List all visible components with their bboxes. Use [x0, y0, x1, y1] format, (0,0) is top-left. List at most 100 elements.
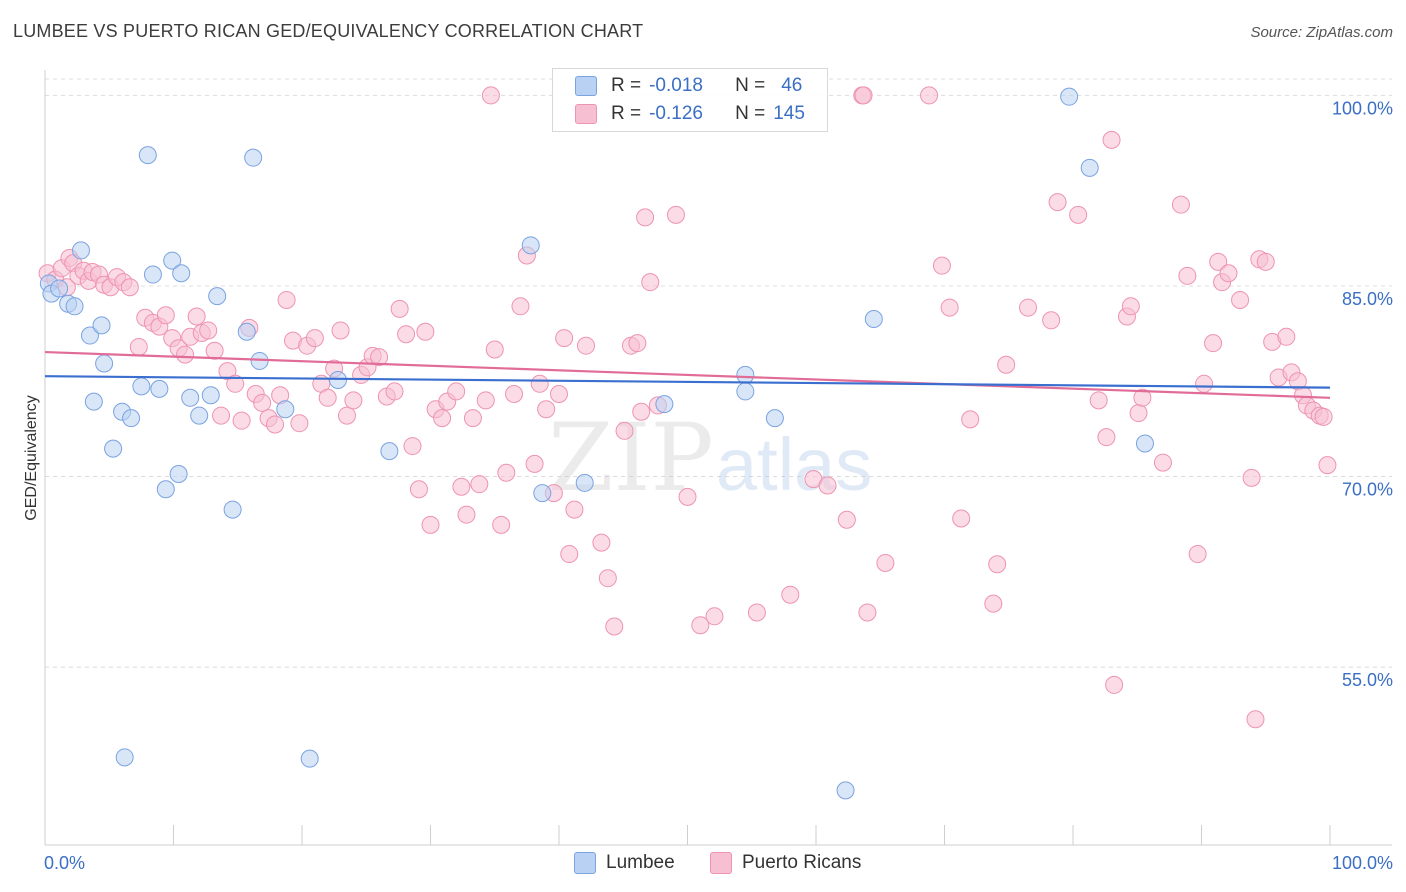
puerto-point: [636, 208, 655, 227]
puerto-point: [1314, 407, 1333, 426]
y-tick-label: 100.0%: [1332, 98, 1393, 118]
lumbee-point: [181, 388, 200, 407]
puerto-point: [156, 306, 175, 325]
puerto-point: [565, 500, 584, 519]
puerto-point: [1097, 428, 1116, 447]
lumbee-point: [208, 287, 227, 306]
lumbee-point: [201, 386, 220, 405]
puerto-point: [854, 86, 873, 105]
lumbee-point: [95, 354, 114, 373]
puerto-legend-label: Puerto Ricans: [742, 852, 862, 873]
puerto-point: [632, 402, 651, 421]
puerto-point: [457, 505, 476, 524]
x-tick-label-max: 100.0%: [1332, 853, 1393, 873]
bottom-legend-puerto: Puerto Ricans: [710, 852, 861, 874]
puerto-point: [1318, 456, 1337, 475]
puerto-point: [940, 298, 959, 317]
puerto-point: [615, 421, 634, 440]
watermark-atlas: atlas: [716, 423, 872, 506]
puerto-point: [452, 477, 471, 496]
y-tick-label: 55.0%: [1342, 670, 1393, 690]
puerto-point: [1209, 252, 1228, 271]
puerto-point: [1178, 266, 1197, 285]
puerto-point: [932, 256, 951, 275]
puerto-point: [318, 388, 337, 407]
lumbee-point: [169, 465, 188, 484]
puerto-point: [212, 406, 231, 425]
puerto-point: [818, 476, 837, 495]
lumbee-point: [163, 251, 182, 270]
correlation-legend: R = -0.018 N = 46 R = -0.126 N = 145: [552, 68, 828, 132]
lumbee-point: [80, 326, 99, 345]
puerto-point: [226, 374, 245, 393]
trend-lines: [44, 350, 1331, 399]
puerto-point: [560, 545, 579, 564]
puerto-point: [266, 415, 285, 434]
lumbee-legend-label: Lumbee: [606, 852, 675, 873]
puerto-point: [390, 299, 409, 318]
lumbee-point: [190, 406, 209, 425]
puerto-point: [1231, 290, 1250, 309]
lumbee-point: [92, 316, 111, 335]
puerto-point: [277, 290, 296, 309]
lumbee-point: [736, 365, 755, 384]
lumbee-point: [172, 264, 191, 283]
puerto-point: [385, 382, 404, 401]
puerto-point: [416, 322, 435, 341]
puerto-point: [876, 553, 895, 572]
puerto-legend-icon: [710, 852, 732, 874]
puerto-point: [497, 463, 516, 482]
puerto-point: [530, 374, 549, 393]
puerto-point: [232, 411, 251, 430]
puerto-point: [199, 321, 218, 340]
puerto-point: [433, 409, 452, 428]
puerto-point: [641, 273, 660, 292]
lumbee-point: [736, 382, 755, 401]
lumbee-point: [328, 371, 347, 389]
lumbee-point: [132, 377, 151, 396]
puerto-point: [781, 585, 800, 604]
puerto-point: [370, 348, 389, 367]
puerto-point: [1153, 453, 1172, 472]
puerto-r-value: -0.126: [649, 103, 703, 124]
puerto-point: [952, 509, 971, 528]
lumbee-point: [150, 379, 169, 398]
puerto-point: [1089, 391, 1108, 410]
lumbee-point: [276, 400, 295, 419]
lumbee-trend-line: [44, 375, 1331, 389]
puerto-point: [344, 391, 363, 410]
puerto-point: [705, 607, 724, 626]
grid-lines: [45, 78, 1392, 668]
lumbee-point: [864, 310, 883, 329]
puerto-point: [1242, 468, 1261, 487]
puerto-point: [1246, 710, 1265, 729]
puerto-point: [1048, 193, 1067, 212]
puerto-point: [550, 384, 568, 403]
puerto-point: [463, 409, 482, 428]
puerto-point: [920, 86, 939, 105]
puerto-n-label: N =: [735, 103, 766, 124]
puerto-point: [397, 325, 416, 344]
puerto-point: [1171, 195, 1190, 214]
puerto-point: [470, 475, 489, 494]
x-tick-label-min: 0.0%: [44, 853, 85, 873]
lumbee-point: [71, 241, 90, 260]
puerto-point: [1204, 334, 1223, 353]
lumbee-r-value: -0.018: [649, 75, 703, 96]
axis-labels: 55.0% 70.0% 85.0% 100.0% 0.0% 100.0% GED/Equiv…: [23, 98, 1393, 873]
puerto-point: [961, 410, 980, 429]
lumbee-point: [300, 749, 319, 768]
lumbee-point: [655, 395, 674, 414]
puerto-point: [253, 393, 272, 412]
puerto-point: [1069, 205, 1088, 224]
y-tick-label: 70.0%: [1342, 480, 1393, 500]
puerto-point: [1195, 374, 1214, 393]
puerto-point: [984, 594, 1003, 613]
lumbee-point: [223, 500, 242, 519]
puerto-point: [176, 345, 195, 364]
puerto-r-label: R =: [611, 103, 642, 124]
puerto-point: [511, 297, 530, 316]
lumbee-point: [84, 392, 103, 411]
puerto-point: [403, 437, 422, 456]
